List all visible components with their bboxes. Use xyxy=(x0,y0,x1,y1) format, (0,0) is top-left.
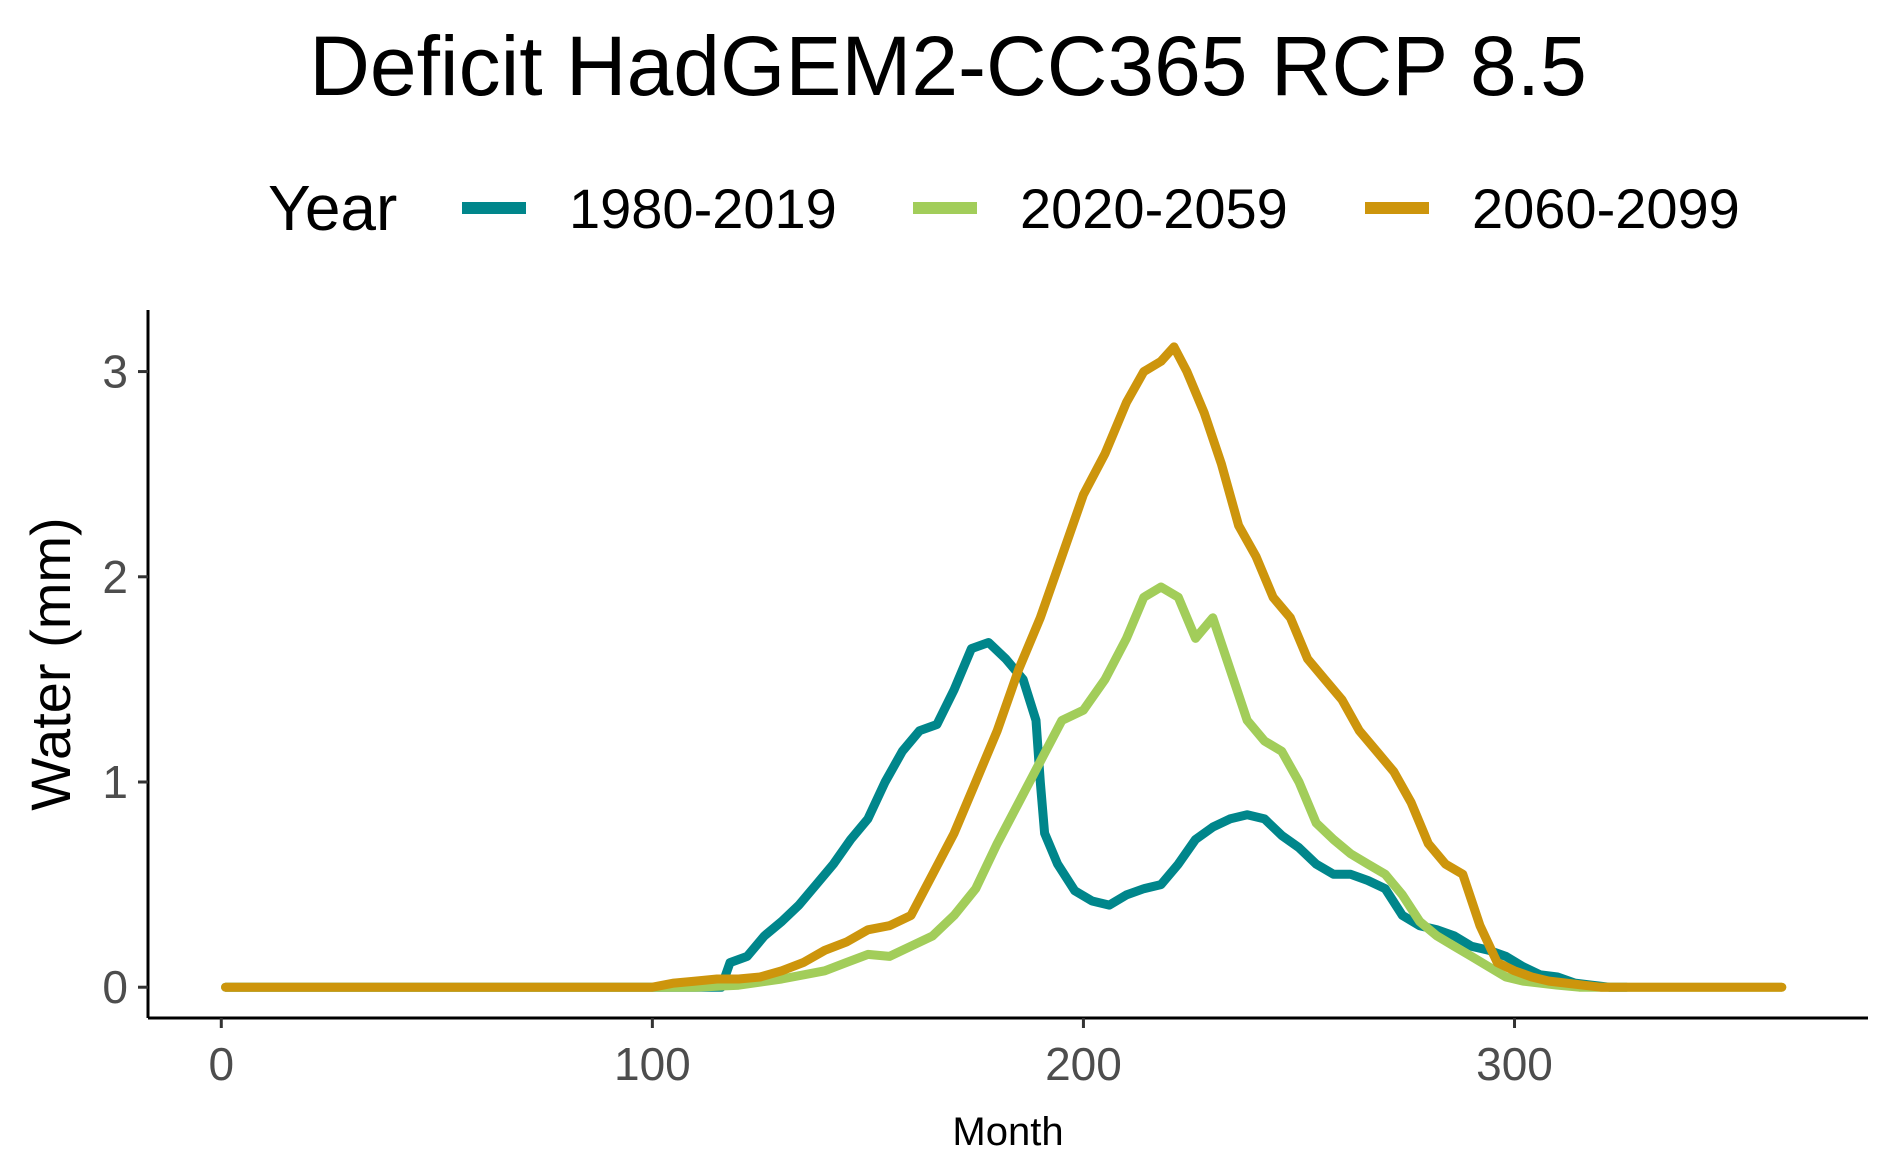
ticks: 0 100 200 300 0 1 2 3 xyxy=(102,346,1552,1090)
x-tick-label: 0 xyxy=(208,1038,234,1090)
y-tick-label: 2 xyxy=(102,551,128,603)
y-tick-label: 3 xyxy=(102,346,128,398)
x-tick-label: 200 xyxy=(1045,1038,1122,1090)
plot-area: 0 100 200 300 0 1 2 3 xyxy=(102,310,1868,1090)
chart-title: Deficit HadGEM2-CC365 RCP 8.5 xyxy=(309,19,1587,113)
legend: Year 1980-2019 2020-2059 2060-2099 xyxy=(268,172,1740,244)
x-tick-label: 100 xyxy=(614,1038,691,1090)
series-line-2020-2059 xyxy=(221,582,1787,992)
x-tick-label: 300 xyxy=(1476,1038,1553,1090)
legend-label-2020-2059: 2020-2059 xyxy=(1020,177,1288,240)
series-lines xyxy=(221,342,1787,992)
y-tick-label: 1 xyxy=(102,756,128,808)
legend-label-1980-2019: 1980-2019 xyxy=(569,177,837,240)
series-line-1980-2019 xyxy=(221,638,1632,992)
y-axis-title: Water (mm) xyxy=(19,517,82,810)
series-line-2060-2099 xyxy=(221,342,1787,992)
y-tick-label: 0 xyxy=(102,961,128,1013)
x-axis-title: Month xyxy=(952,1110,1063,1154)
legend-title: Year xyxy=(268,172,397,244)
legend-label-2060-2099: 2060-2099 xyxy=(1472,177,1740,240)
